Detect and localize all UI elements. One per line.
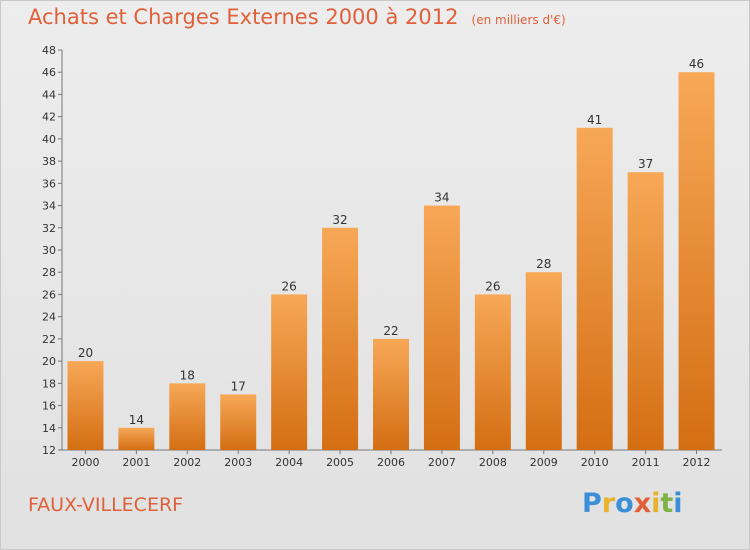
bar-value-label: 37 [638,157,653,171]
bar [373,338,409,450]
y-tick-label: 32 [42,222,56,235]
y-tick-label: 24 [42,311,56,324]
chart-title: Achats et Charges Externes 2000 à 2012 (… [28,5,566,29]
x-tick-label: 2007 [428,456,456,469]
y-tick-label: 18 [42,377,56,390]
logo-letter: t [660,488,674,519]
bar [67,361,104,450]
y-tick-label: 26 [42,288,56,301]
logo-letter: i [651,488,661,519]
x-tick-label: 2010 [581,456,609,469]
bar [627,172,664,450]
y-tick-label: 44 [42,88,56,101]
bar [678,72,715,450]
bar [220,394,257,450]
x-tick-label: 2004 [275,456,303,469]
bar [576,127,613,451]
bar-value-label: 26 [282,279,297,293]
bar-value-label: 28 [536,257,551,271]
logo-letter: x [633,488,652,519]
y-tick-label: 48 [42,44,56,57]
title-text: Achats et Charges Externes 2000 à 2012 [28,5,459,29]
x-tick-label: 2008 [479,456,507,469]
bar-value-label: 20 [78,346,93,360]
y-tick-label: 46 [42,66,56,79]
bar-value-label: 26 [485,279,500,293]
bar-value-label: 22 [383,324,398,338]
x-tick-label: 2005 [326,456,354,469]
bar [271,294,308,450]
proxiti-logo: Proxiti [582,488,683,519]
y-tick-label: 36 [42,177,56,190]
logo-letter: P [582,488,602,519]
y-tick-label: 14 [42,422,56,435]
logo-letter: o [615,488,634,519]
logo-letter: r [601,488,616,519]
bar [118,427,155,450]
y-tick-label: 22 [42,333,56,346]
bar-value-label: 32 [332,213,347,227]
y-tick-label: 12 [42,444,56,457]
x-tick-label: 2000 [71,456,99,469]
bar-value-label: 46 [689,57,704,71]
x-tick-label: 2011 [632,456,660,469]
y-tick-label: 42 [42,111,56,124]
bar [474,294,511,450]
x-tick-label: 2012 [683,456,711,469]
y-tick-label: 16 [42,400,56,413]
y-tick-label: 40 [42,133,56,146]
y-tick-label: 20 [42,355,56,368]
x-tick-label: 2001 [122,456,150,469]
y-tick-label: 30 [42,244,56,257]
x-tick-label: 2009 [530,456,558,469]
y-tick-label: 28 [42,266,56,279]
bar-value-label: 17 [231,379,246,393]
bar-value-label: 34 [434,191,449,205]
location-label: FAUX-VILLECERF [28,494,184,516]
bar-value-label: 14 [129,413,144,427]
x-tick-label: 2006 [377,456,405,469]
bar [423,205,460,450]
bar [169,383,206,450]
x-tick-label: 2002 [173,456,201,469]
y-tick-label: 34 [42,200,56,213]
unit-text: (en milliers d'€) [471,13,566,27]
logo-letter: i [673,488,683,519]
bar-value-label: 18 [180,368,195,382]
bar [525,272,562,450]
bar-value-label: 41 [587,113,602,127]
bar [322,227,359,450]
x-tick-label: 2003 [224,456,252,469]
y-tick-label: 38 [42,155,56,168]
